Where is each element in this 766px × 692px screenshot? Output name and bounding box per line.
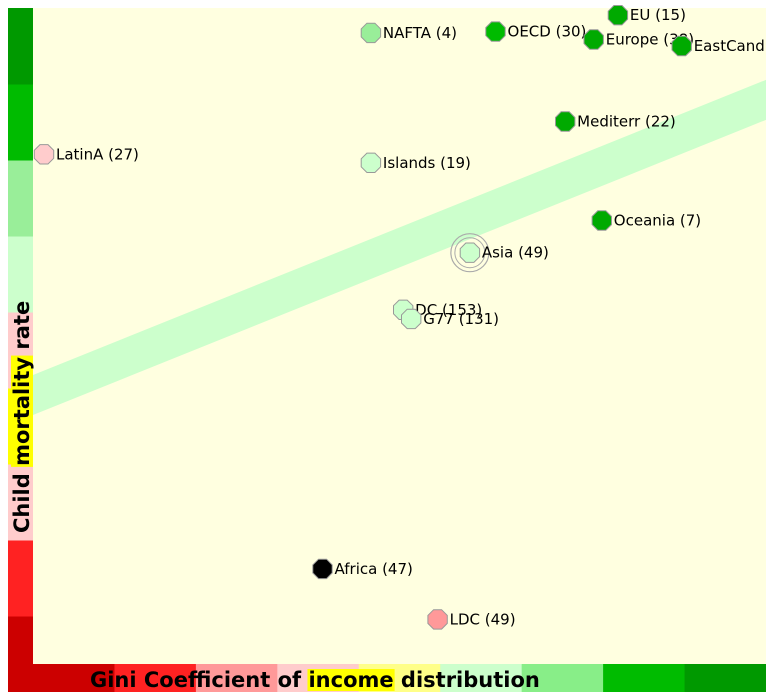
point-label: DC (153): [415, 301, 482, 319]
data-point[interactable]: [583, 29, 604, 50]
x-scale-segment: [114, 664, 197, 692]
y-scale-segment: [8, 160, 33, 237]
data-point[interactable]: [401, 308, 422, 330]
y-axis-label: Child mortality rate: [10, 301, 34, 533]
point-label: EU (15): [630, 6, 686, 24]
x-scale-segment: [195, 664, 278, 692]
y-scale-segment: [8, 236, 33, 313]
data-point[interactable]: [485, 21, 506, 42]
point-label: OECD (30): [508, 23, 587, 41]
point-label: LDC (49): [450, 610, 516, 628]
point-label: EastCand: [694, 37, 765, 55]
point-label: Oceania (7): [614, 212, 701, 230]
point-label: LatinA (27): [56, 145, 139, 163]
data-point[interactable]: [360, 152, 382, 173]
data-point[interactable]: [591, 210, 612, 231]
y-scale-segment: [8, 8, 33, 85]
y-scale-segment: [8, 616, 33, 692]
y-scale-segment: [8, 464, 33, 541]
y-scale-segment: [8, 540, 33, 617]
axis-label-highlight: [11, 355, 33, 467]
axis-label-highlight: [307, 669, 395, 691]
y-scale-segment: [8, 84, 33, 161]
point-label: G77 (131): [423, 310, 499, 328]
point-label: Africa (47): [335, 560, 413, 578]
x-scale-segment: [603, 664, 686, 692]
y-axis-label-group: Child mortality rate: [10, 301, 34, 533]
highlight-ring: [454, 237, 486, 269]
data-point[interactable]: [33, 144, 55, 165]
data-point[interactable]: [607, 5, 629, 26]
point-label: Asia (49): [482, 244, 549, 262]
x-scale-segment: [521, 664, 604, 692]
highlight-ring: [450, 233, 490, 273]
point-label: NAFTA (4): [383, 24, 457, 42]
data-point[interactable]: [459, 242, 481, 263]
x-scale-segment: [33, 664, 115, 692]
point-label: Islands (19): [383, 154, 471, 172]
data-points: NAFTA (4) OECD (30)EU (15)Europe (38) East…: [33, 5, 765, 630]
data-point[interactable]: [671, 35, 692, 57]
x-scale-segment: [440, 664, 523, 692]
data-point[interactable]: [312, 558, 333, 580]
data-point[interactable]: [360, 22, 382, 44]
x-axis-label: Gini Coefficient of income distribution: [90, 668, 540, 692]
data-point[interactable]: [555, 111, 576, 132]
trend-band: [33, 79, 766, 416]
point-label: Mediterr (22): [577, 112, 676, 130]
x-scale-segment: [684, 664, 766, 692]
data-point[interactable]: [427, 609, 448, 630]
